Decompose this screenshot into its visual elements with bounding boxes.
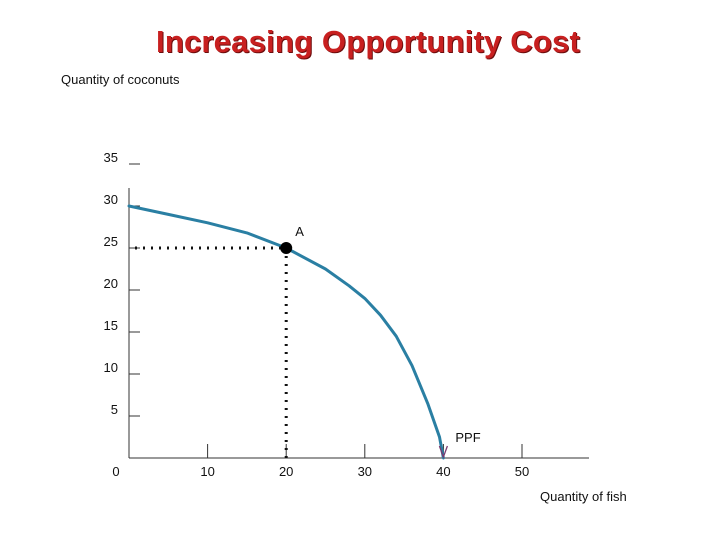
chart-title: Increasing Opportunity Cost xyxy=(156,24,580,59)
y-tick-label: 20 xyxy=(104,276,118,291)
x-tick-label: 30 xyxy=(358,464,372,479)
ppf-curve-arrow xyxy=(438,445,449,459)
y-tick-label: 30 xyxy=(104,192,118,207)
x-tick-label: 40 xyxy=(436,464,450,479)
x-tick-label: 50 xyxy=(515,464,529,479)
y-tick-label: 35 xyxy=(104,150,118,165)
x-tick-label: 20 xyxy=(279,464,293,479)
y-tick-label: 5 xyxy=(111,402,118,417)
y-tick-label: 10 xyxy=(104,360,118,375)
y-axis-label: Quantity of coconuts xyxy=(61,72,180,87)
ppf-curve xyxy=(127,204,445,460)
x-tick-label: 10 xyxy=(200,464,214,479)
y-tick-label: 15 xyxy=(104,318,118,333)
series-label: PPF xyxy=(455,430,480,445)
point-a-label: A xyxy=(295,224,304,239)
point-a-marker xyxy=(280,242,293,254)
y-tick-label: 25 xyxy=(104,234,118,249)
x-axis-label: Quantity of fish xyxy=(540,489,627,504)
x-tick-label: 0 xyxy=(112,464,119,479)
